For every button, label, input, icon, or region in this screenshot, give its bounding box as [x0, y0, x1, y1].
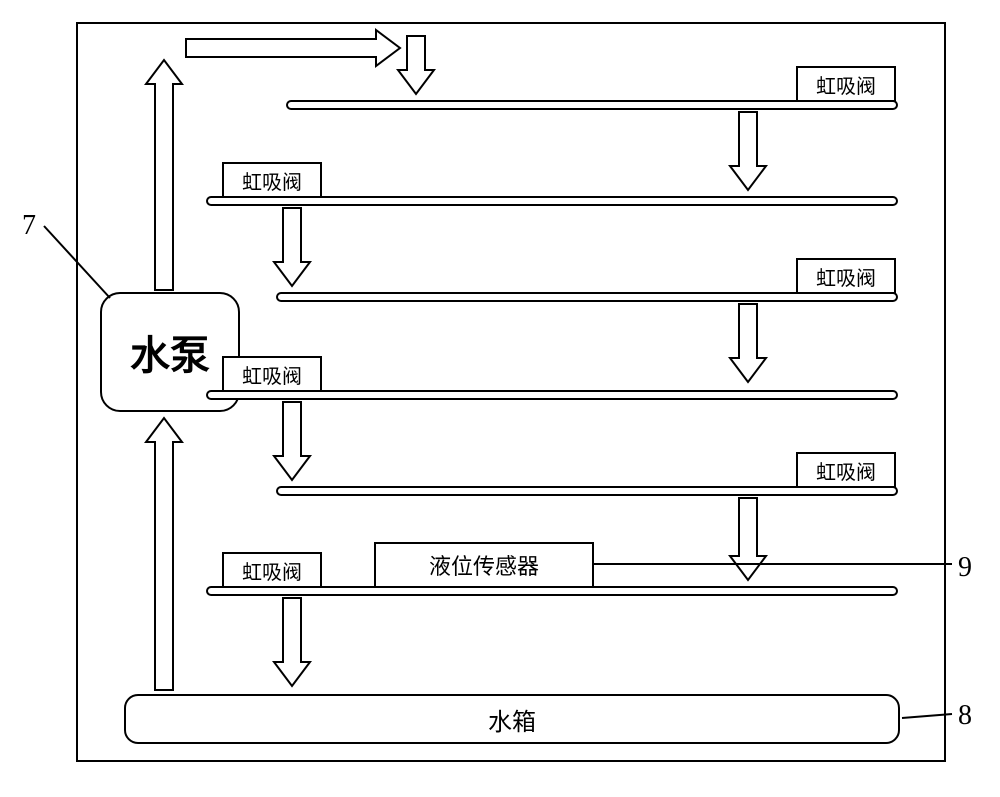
sensor-label: 液位传感器: [429, 549, 539, 581]
pump-label: 水泵: [130, 323, 210, 381]
tank-label: 水箱: [488, 702, 536, 737]
siphon-valve-6: 虹吸阀: [222, 552, 322, 588]
siphon-valve-2: 虹吸阀: [222, 162, 322, 198]
callout-9: 9: [958, 552, 972, 584]
tank-box: 水箱: [124, 694, 900, 744]
liquid-level-sensor: 液位传感器: [374, 542, 594, 588]
siphon-valve-1: 虹吸阀: [796, 66, 896, 102]
siphon-valve-3: 虹吸阀: [796, 258, 896, 294]
siphon-valve-5: 虹吸阀: [796, 452, 896, 488]
siphon-valve-4: 虹吸阀: [222, 356, 322, 392]
diagram-canvas: 水泵 虹吸阀虹吸阀虹吸阀虹吸阀虹吸阀虹吸阀 液位传感器 水箱 7 9 8: [0, 0, 1000, 797]
callout-8: 8: [958, 700, 972, 732]
callout-7: 7: [22, 210, 36, 242]
